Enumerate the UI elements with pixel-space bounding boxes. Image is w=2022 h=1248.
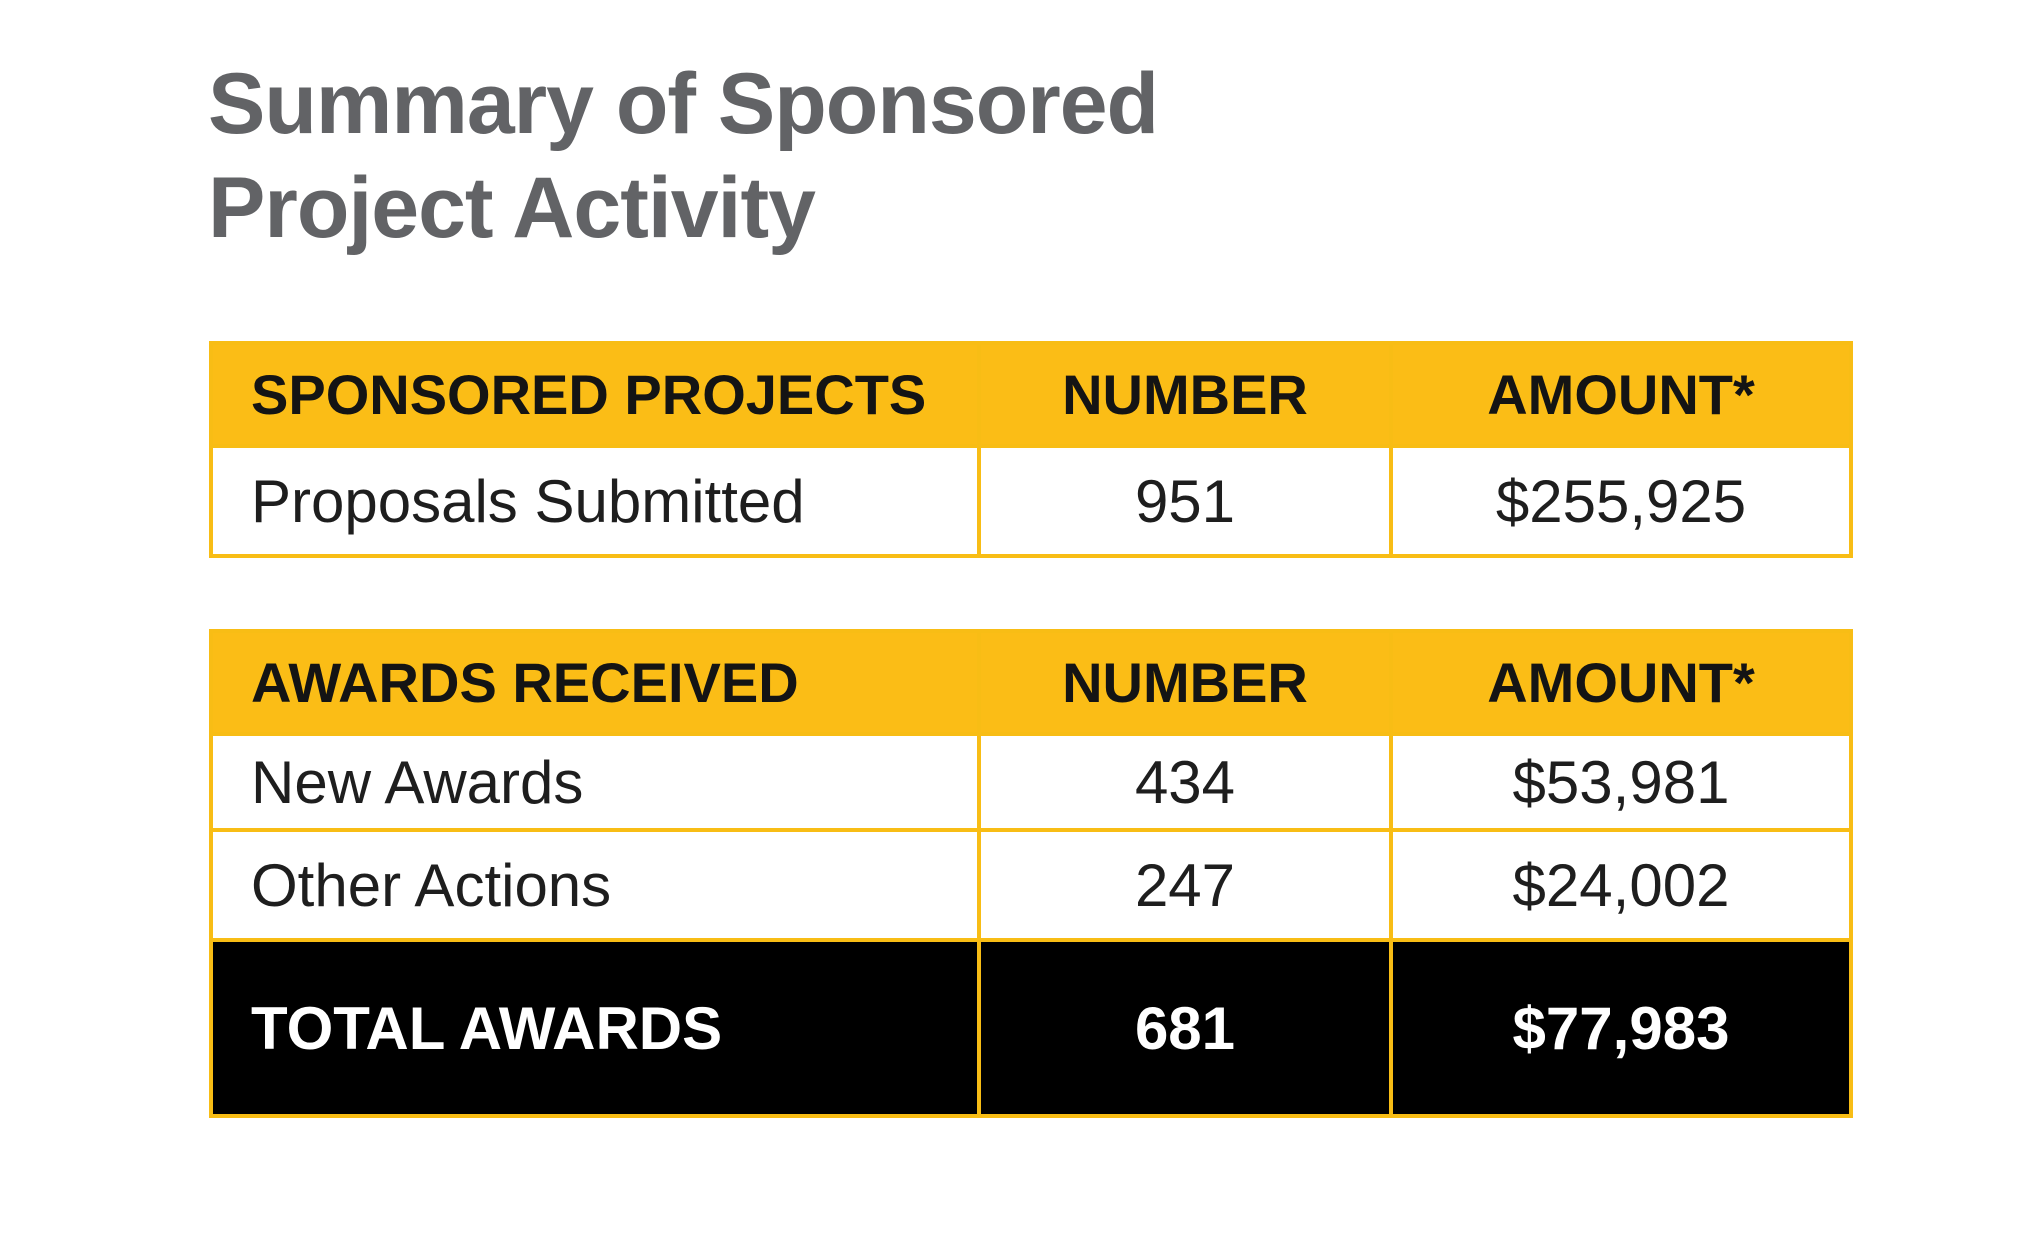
row-label: Proposals Submitted	[209, 444, 981, 558]
title-line-1: Summary of Sponsored	[208, 56, 1159, 152]
total-amount: $77,983	[1389, 938, 1853, 1118]
column-header-awards-received: AWARDS RECEIVED	[209, 629, 981, 736]
table-row: New Awards 434 $53,981	[209, 732, 1853, 832]
total-label: TOTAL AWARDS	[209, 938, 981, 1118]
column-header-number: NUMBER	[977, 341, 1393, 448]
total-row: TOTAL AWARDS 681 $77,983	[209, 938, 1853, 1118]
title-line-2: Project Activity	[208, 160, 816, 256]
column-header-amount: AMOUNT*	[1389, 341, 1853, 448]
row-amount: $53,981	[1389, 732, 1853, 832]
table-header-row: SPONSORED PROJECTS NUMBER AMOUNT*	[209, 341, 1853, 448]
table-row: Other Actions 247 $24,002	[209, 828, 1853, 942]
row-number: 951	[977, 444, 1393, 558]
sponsored-projects-table: SPONSORED PROJECTS NUMBER AMOUNT* Propos…	[209, 341, 1853, 558]
awards-received-table: AWARDS RECEIVED NUMBER AMOUNT* New Award…	[209, 629, 1853, 1118]
table-row: Proposals Submitted 951 $255,925	[209, 444, 1853, 558]
column-header-number: NUMBER	[977, 629, 1393, 736]
column-header-sponsored-projects: SPONSORED PROJECTS	[209, 341, 981, 448]
row-amount: $255,925	[1389, 444, 1853, 558]
row-label: New Awards	[209, 732, 981, 832]
page-title: Summary of Sponsored Project Activity	[208, 52, 1159, 260]
table-header-row: AWARDS RECEIVED NUMBER AMOUNT*	[209, 629, 1853, 736]
total-number: 681	[977, 938, 1393, 1118]
row-number: 434	[977, 732, 1393, 832]
column-header-amount: AMOUNT*	[1389, 629, 1853, 736]
row-label: Other Actions	[209, 828, 981, 942]
row-amount: $24,002	[1389, 828, 1853, 942]
row-number: 247	[977, 828, 1393, 942]
